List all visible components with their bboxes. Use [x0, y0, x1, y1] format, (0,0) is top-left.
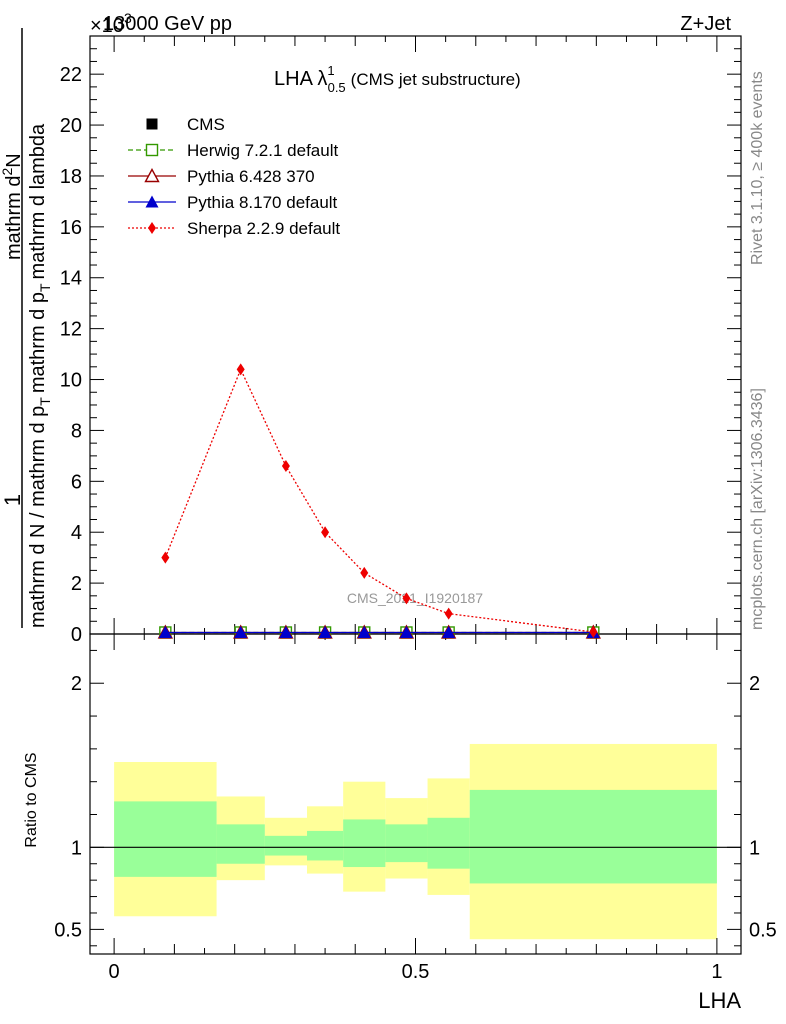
main-ytick-label: 0 [71, 624, 82, 646]
point-pythia8-6 [442, 625, 456, 638]
main-ytick-label: 16 [60, 217, 82, 239]
xtick-label: 1 [711, 961, 722, 983]
ratio-green-band-7 [469, 789, 717, 884]
point-sherpa-3 [321, 526, 330, 539]
xtick-label: 0.5 [402, 961, 430, 983]
legend-marker-herwig [145, 143, 159, 157]
legend-item-cms: CMS [146, 115, 225, 134]
analysis-watermark: CMS_2021_I1920187 [347, 590, 483, 606]
ylabel-denominator-1: mathrm d N / mathrm d pTmathrm d pTmathr… [27, 123, 53, 628]
main-ytick-label: 22 [60, 64, 82, 86]
point-pythia8-2 [279, 625, 293, 638]
ratio-green-band-4 [343, 819, 386, 868]
legend-marker-pythia8 [145, 195, 159, 208]
ratio-ytick-label-right: 0.5 [749, 919, 777, 941]
ylabel-numerator-1: 1 [0, 494, 25, 506]
header-energy-label: 13000 GeV pp [103, 13, 232, 35]
ratio-ytick-label-left: 0.5 [54, 919, 82, 941]
ratio-green-band-0 [114, 801, 217, 877]
ratio-green-band-2 [264, 835, 307, 856]
legend-marker-pythia6 [144, 168, 160, 183]
rivet-version-label: Rivet 3.1.10, ≥ 400k events [749, 71, 766, 265]
point-pythia8-3 [318, 625, 332, 638]
ratio-green-band-3 [307, 830, 344, 861]
main-ytick-label: 6 [71, 471, 82, 493]
legend: CMS Herwig 7.2.1 default Pythia 6.428 370 P… [128, 115, 340, 238]
main-ytick-label: 8 [71, 420, 82, 442]
point-pythia8-5 [399, 625, 413, 638]
main-ytick-label: 10 [60, 370, 82, 392]
series-line-sherpa [164, 367, 594, 633]
legend-label-cms: CMS [187, 115, 225, 134]
y-exponent-label: ×103 [90, 10, 132, 37]
point-pythia8-1 [234, 625, 248, 638]
series-sherpa [161, 363, 598, 638]
point-pythia8-0 [158, 625, 172, 638]
point-sherpa-4 [360, 566, 369, 579]
point-sherpa-2 [281, 460, 290, 473]
legend-marker-cms [146, 118, 158, 130]
point-sherpa-6 [444, 607, 453, 620]
x-axis-label: LHA [698, 988, 741, 1013]
ratio-ytick-label-left: 2 [71, 673, 82, 695]
main-ytick-label: 14 [60, 268, 82, 290]
series-pythia8 [158, 625, 600, 638]
main-ytick-label: 12 [60, 319, 82, 341]
main-ytick-label: 20 [60, 115, 82, 137]
data-series [157, 363, 601, 639]
plot-title: LHA λ1 0.5 (CMS jet substructure) [274, 63, 521, 95]
point-sherpa-7 [589, 625, 598, 638]
ratio-green-band-6 [427, 817, 470, 869]
ratio-green-band-1 [216, 824, 265, 864]
point-sherpa-1 [236, 363, 245, 376]
ratio-y-axis-label: Ratio to CMS [23, 752, 40, 847]
legend-item-pythia8: Pythia 8.170 default [128, 193, 338, 212]
legend-label-herwig: Herwig 7.2.1 default [187, 141, 338, 160]
main-ytick-label: 4 [71, 522, 82, 544]
ylabel-numerator-2: mathrm d2N [0, 153, 25, 260]
legend-label-sherpa: Sherpa 2.2.9 default [187, 219, 340, 238]
ratio-ytick-label-right: 2 [749, 673, 760, 695]
legend-label-pythia8: Pythia 8.170 default [187, 193, 338, 212]
point-pythia8-4 [357, 625, 371, 638]
xtick-label: 0 [109, 961, 120, 983]
point-sherpa-0 [161, 551, 170, 564]
ratio-green-band-5 [385, 824, 428, 863]
legend-item-herwig: Herwig 7.2.1 default [128, 141, 338, 160]
legend-label-pythia6: Pythia 6.428 370 [187, 167, 315, 186]
legend-item-pythia6: Pythia 6.428 370 [128, 167, 315, 186]
main-y-axis-label: 1 mathrm d N / mathrm d pTmathrm d pTmat… [0, 28, 53, 628]
ratio-ytick-label-left: 1 [71, 837, 82, 859]
mcplots-label: mcplots.cern.ch [arXiv:1306.3436] [749, 388, 766, 630]
legend-marker-sherpa [148, 222, 156, 234]
main-ytick-label: 2 [71, 573, 82, 595]
main-ytick-label: 18 [60, 166, 82, 188]
ratio-plot-area [90, 743, 741, 940]
legend-item-sherpa: Sherpa 2.2.9 default [128, 219, 340, 238]
point-sherpa-5 [402, 592, 411, 605]
header-process-label: Z+Jet [680, 13, 731, 35]
ratio-ytick-label-right: 1 [749, 837, 760, 859]
